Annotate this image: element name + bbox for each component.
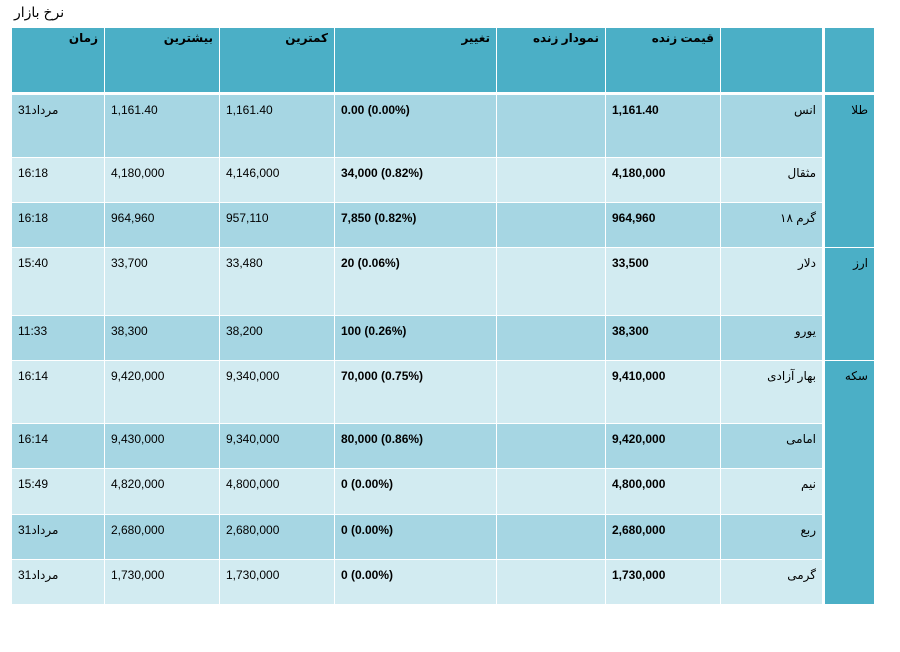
live-chart-cell (496, 158, 605, 203)
header-group (822, 28, 874, 95)
high-price: 964,960 (104, 203, 219, 248)
price-change: 20 (0.06%) (334, 248, 496, 316)
header-live-chart: نمودار زنده (496, 28, 605, 95)
table-row: یورو 38,300 100 (0.26%) 38,200 38,300 11… (11, 316, 874, 361)
high-price: 33,700 (104, 248, 219, 316)
low-price: 9,340,000 (219, 361, 334, 424)
live-price: 33,500 (605, 248, 720, 316)
asset-name: دلار (720, 248, 822, 316)
price-change: 0.00 (0.00%) (334, 95, 496, 158)
table-header-row: قیمت زنده نمودار زنده تغییر کمترین بیشتر… (11, 28, 874, 95)
asset-name: انس (720, 95, 822, 158)
header-time: زمان (11, 28, 104, 95)
live-chart-cell (496, 248, 605, 316)
header-high: بیشترین (104, 28, 219, 95)
low-price: 1,161.40 (219, 95, 334, 158)
live-price: 9,420,000 (605, 424, 720, 469)
price-change: 80,000 (0.86%) (334, 424, 496, 469)
low-price: 38,200 (219, 316, 334, 361)
live-chart-cell (496, 361, 605, 424)
table-row: نیم 4,800,000 0 (0.00%) 4,800,000 4,820,… (11, 469, 874, 515)
price-change: 34,000 (0.82%) (334, 158, 496, 203)
group-label-coin: سکه (822, 361, 874, 605)
live-chart-cell (496, 469, 605, 515)
header-live-price: قیمت زنده (605, 28, 720, 95)
table-row: امامی 9,420,000 80,000 (0.86%) 9,340,000… (11, 424, 874, 469)
update-time: 31مرداد (11, 515, 104, 560)
live-price: 1,161.40 (605, 95, 720, 158)
update-time: 16:14 (11, 424, 104, 469)
high-price: 2,680,000 (104, 515, 219, 560)
update-time: 16:18 (11, 158, 104, 203)
group-label-currency: ارز (822, 248, 874, 361)
low-price: 957,110 (219, 203, 334, 248)
page-title: نرخ بازار (14, 4, 65, 20)
live-chart-cell (496, 203, 605, 248)
price-change: 70,000 (0.75%) (334, 361, 496, 424)
table-row: ارز دلار 33,500 20 (0.06%) 33,480 33,700… (11, 248, 874, 361)
asset-name: ربع (720, 515, 822, 560)
high-price: 4,180,000 (104, 158, 219, 203)
high-price: 1,161.40 (104, 95, 219, 158)
asset-name: بهار آزادی (720, 361, 822, 424)
update-time: 31مرداد (11, 560, 104, 605)
update-time: 31مرداد (11, 95, 104, 158)
high-price: 9,430,000 (104, 424, 219, 469)
asset-name: گرمی (720, 560, 822, 605)
header-low: کمترین (219, 28, 334, 95)
asset-name: مثقال (720, 158, 822, 203)
live-price: 4,180,000 (605, 158, 720, 203)
asset-name: یورو (720, 316, 822, 361)
high-price: 38,300 (104, 316, 219, 361)
table-row: سکه بهار آزادی 9,410,000 70,000 (0.75%) … (11, 361, 874, 605)
group-label-gold: طلا (822, 95, 874, 248)
price-change: 0 (0.00%) (334, 515, 496, 560)
table-row: ربع 2,680,000 0 (0.00%) 2,680,000 2,680,… (11, 515, 874, 560)
live-chart-cell (496, 316, 605, 361)
live-price: 964,960 (605, 203, 720, 248)
live-chart-cell (496, 95, 605, 158)
table-row: گرمی 1,730,000 0 (0.00%) 1,730,000 1,730… (11, 560, 874, 605)
low-price: 33,480 (219, 248, 334, 316)
header-name (720, 28, 822, 95)
low-price: 1,730,000 (219, 560, 334, 605)
table-row: گرم ۱۸ 964,960 7,850 (0.82%) 957,110 964… (11, 203, 874, 248)
live-price: 1,730,000 (605, 560, 720, 605)
low-price: 9,340,000 (219, 424, 334, 469)
live-price: 38,300 (605, 316, 720, 361)
live-chart-cell (496, 560, 605, 605)
update-time: 16:18 (11, 203, 104, 248)
asset-name: نیم (720, 469, 822, 515)
update-time: 11:33 (11, 316, 104, 361)
asset-name: امامی (720, 424, 822, 469)
price-change: 0 (0.00%) (334, 469, 496, 515)
high-price: 1,730,000 (104, 560, 219, 605)
live-chart-cell (496, 424, 605, 469)
live-price: 9,410,000 (605, 361, 720, 424)
asset-name: گرم ۱۸ (720, 203, 822, 248)
live-price: 2,680,000 (605, 515, 720, 560)
low-price: 4,800,000 (219, 469, 334, 515)
price-change: 7,850 (0.82%) (334, 203, 496, 248)
low-price: 4,146,000 (219, 158, 334, 203)
table-row: طلا انس 1,161.40 0.00 (0.00%) 1,161.40 1… (11, 95, 874, 248)
update-time: 16:14 (11, 361, 104, 424)
market-rates-table: قیمت زنده نمودار زنده تغییر کمترین بیشتر… (11, 28, 874, 605)
live-chart-cell (496, 515, 605, 560)
header-change: تغییر (334, 28, 496, 95)
high-price: 9,420,000 (104, 361, 219, 424)
price-change: 100 (0.26%) (334, 316, 496, 361)
price-change: 0 (0.00%) (334, 560, 496, 605)
live-price: 4,800,000 (605, 469, 720, 515)
table-row: مثقال 4,180,000 34,000 (0.82%) 4,146,000… (11, 158, 874, 203)
high-price: 4,820,000 (104, 469, 219, 515)
low-price: 2,680,000 (219, 515, 334, 560)
update-time: 15:49 (11, 469, 104, 515)
update-time: 15:40 (11, 248, 104, 316)
